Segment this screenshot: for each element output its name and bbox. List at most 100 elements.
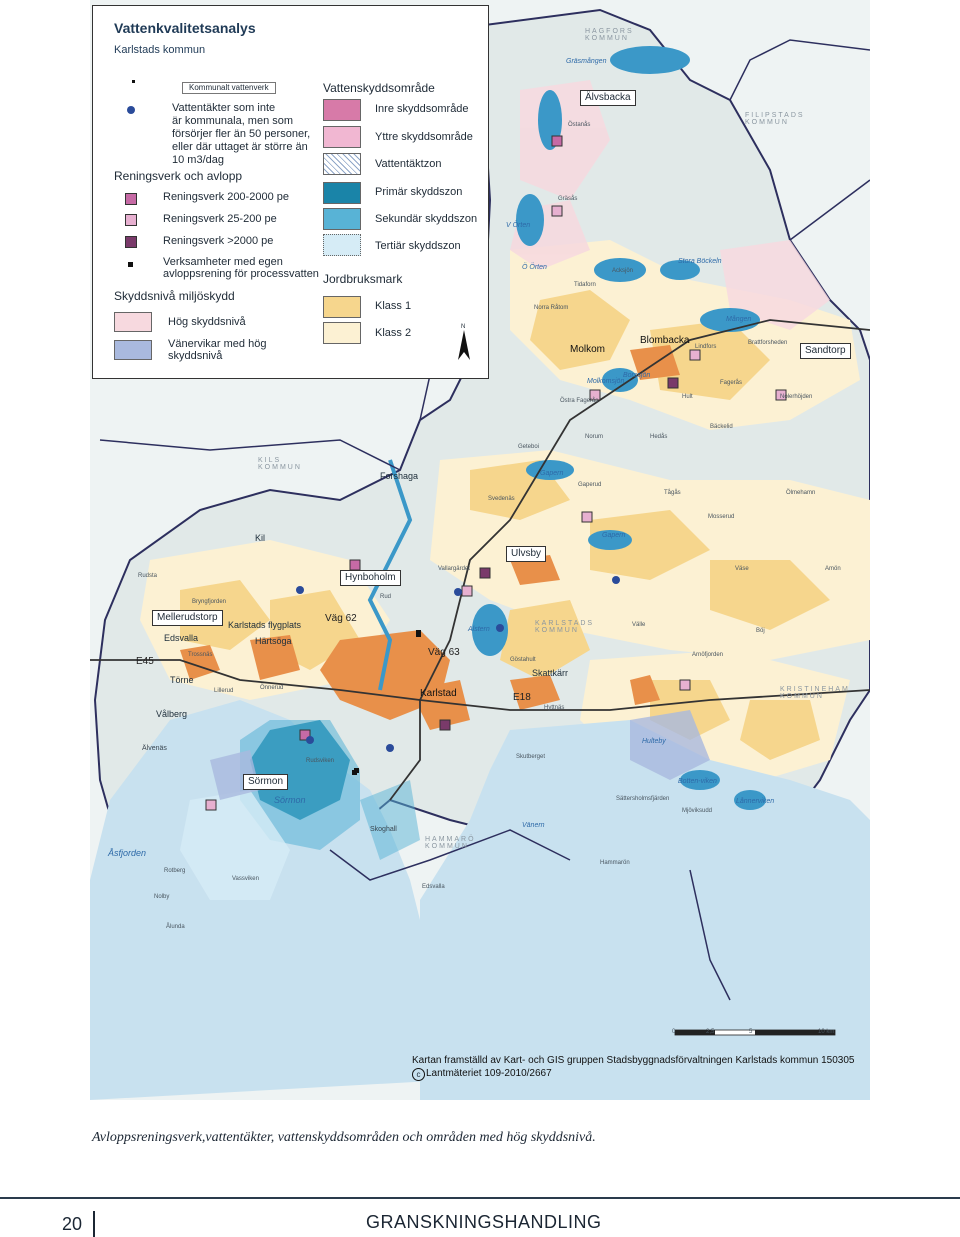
sewage-200-icon xyxy=(125,193,137,205)
sewage-25-icon xyxy=(125,214,137,226)
vanern-lake-east xyxy=(420,720,870,1100)
scale-tick-25: 2,5 xyxy=(706,1029,715,1035)
private-intake-icon xyxy=(127,106,135,114)
page-number: 20 xyxy=(62,1214,83,1234)
legend-inner-zone: Inre skyddsområde xyxy=(375,103,469,115)
place-lindfors: Lindfors xyxy=(695,344,717,350)
place-skoghall: Skoghall xyxy=(370,826,397,833)
place-grasmangen: Gräsmången xyxy=(566,58,607,65)
place-grasas: Gräsås xyxy=(558,196,578,202)
north-label: N xyxy=(461,324,466,330)
place-mosserud: Mosserud xyxy=(708,514,735,520)
secondary-zone-2 xyxy=(360,780,420,860)
place-hartsoga: Härtsöga xyxy=(255,636,292,646)
place-lillerud: Lillerud xyxy=(214,688,234,694)
figure-caption: Avloppsreningsverk,vattentäkter, vattens… xyxy=(92,1130,596,1145)
place-hynboholm[interactable]: Hynboholm xyxy=(340,570,401,586)
muni-hammaro: HAMMARÖ KOMMUN xyxy=(425,836,476,850)
water-lannerviken: Lånnerviken xyxy=(736,798,775,805)
legend-industry: Verksamheter med egen avloppsrening för … xyxy=(163,256,319,280)
legend-zone-header: Vattenskyddsområde xyxy=(323,81,435,95)
place-lovhojden: Väse xyxy=(735,566,749,572)
place-hulteby: Amön xyxy=(825,566,841,572)
legend-water-supply: Kommunalt vattenverk xyxy=(182,82,276,94)
place-gaperud: Gaperud xyxy=(578,482,602,488)
map-copyright: Lantmäteriet 109-2010/2667 xyxy=(426,1068,552,1079)
place-rudsviken: Vassviken xyxy=(232,876,259,882)
water-gapern-2: Gapern xyxy=(602,532,626,539)
road-e45: E45 xyxy=(136,656,154,667)
map-credit: Kartan framställd av Kart- och GIS grupp… xyxy=(412,1055,855,1066)
place-tagas: Tågås xyxy=(664,490,681,496)
scale-tick-0: 0 xyxy=(672,1029,676,1035)
muni-filipstad: FILIPSTADS KOMMUN xyxy=(745,112,805,126)
water-vanern: Sörmon xyxy=(274,795,306,805)
footer-divider xyxy=(0,1197,960,1199)
place-acksjon: Acksjön xyxy=(612,268,634,274)
legend-sewage-200: Reningsverk 200-2000 pe xyxy=(163,191,289,203)
water-v-orten: V Örten xyxy=(506,222,531,229)
high-protection-swatch xyxy=(114,312,152,332)
water-gapern: Gapern xyxy=(540,470,564,477)
place-vallargardet: Vallargärdet xyxy=(438,566,470,572)
scale-tick-10: 10 km xyxy=(818,1029,835,1035)
road-vag63: Väg 63 xyxy=(428,647,460,658)
legend-outer-zone: Yttre skyddsområde xyxy=(375,131,473,143)
sewage-2000-icon xyxy=(125,236,137,248)
water-intake-markers xyxy=(296,576,620,752)
tertiary-zone xyxy=(180,790,290,900)
water-sattersholmsfjarden: Vänern xyxy=(522,822,545,829)
vanern-bay-ekudden xyxy=(630,710,710,780)
place-ulvsby[interactable]: Ulvsby xyxy=(506,546,547,562)
place-valberg: Vålberg xyxy=(156,709,188,719)
legend-intake-zone: Vattentäktzon xyxy=(375,158,442,170)
legend-sewage-25: Reningsverk 25-200 pe xyxy=(163,213,277,225)
place-fageras: Fagerås xyxy=(720,380,743,386)
secondary-zone xyxy=(240,720,360,850)
legend-private-intake: Vattentäkter som inte är kommunala, men … xyxy=(172,102,311,166)
place-norum: Norum xyxy=(585,434,604,440)
primary-zone-swatch xyxy=(323,182,361,204)
muni-kristinehamn: KRISTINEHAM KOMMUN xyxy=(780,686,850,700)
water-molkomsjon: Molkomsjön xyxy=(587,378,625,385)
place-mjoviksudd: Sättersholmsfjärden xyxy=(616,796,670,802)
page-number-bar xyxy=(93,1211,95,1237)
place-svedenas: Svedenäs xyxy=(488,496,515,502)
secondary-zone-swatch xyxy=(323,208,361,230)
place-nolerhojden: Nolerhöjden xyxy=(780,394,813,400)
legend-class1: Klass 1 xyxy=(375,300,412,312)
place-bryngfjorden: Bryngfjorden xyxy=(192,599,227,605)
water-mangen: Mången xyxy=(726,316,752,323)
place-jarveon: Skutberget xyxy=(516,754,546,760)
place-mellerudstorp[interactable]: Mellerudstorp xyxy=(152,610,223,626)
water-stora-bockeln: Stora Böckeln xyxy=(678,258,722,265)
legend-tertiary-zone: Tertiär skyddszon xyxy=(375,240,461,252)
place-hemron: Hyttnäs xyxy=(544,705,565,711)
outer-zone-swatch xyxy=(323,126,361,148)
place-trossnas: Trossnäs xyxy=(188,652,213,658)
legend-sewage-2000: Reningsverk >2000 pe xyxy=(163,235,274,247)
road-vag62: Väg 62 xyxy=(325,613,357,624)
place-karlstad[interactable]: Karlstad xyxy=(420,688,457,699)
place-onnerud: Önnerud xyxy=(260,685,284,691)
place-alvsbacka[interactable]: Älvsbacka xyxy=(580,90,636,106)
water-o-orten: Ö Örten xyxy=(522,264,547,271)
document-status: GRANSKNINGSHANDLING xyxy=(366,1212,602,1232)
inland-lakes xyxy=(472,46,766,810)
place-hammaron: Edsvalla xyxy=(422,884,445,890)
place-gostahult: Göstahult xyxy=(510,657,536,663)
legend-high-protection: Hög skyddsnivå xyxy=(168,316,246,328)
place-geteboi: Geteboi xyxy=(518,444,540,450)
water-asfjorden: Åsfjorden xyxy=(108,848,147,858)
place-tidaforn: Tidaforn xyxy=(574,282,596,288)
muni-karlstad: KARLSTADS KOMMUN xyxy=(535,620,595,634)
place-hedenfjarden: Böj xyxy=(756,628,765,634)
legend-class2: Klass 2 xyxy=(375,327,412,339)
scale-bar xyxy=(674,1029,836,1036)
place-sormon[interactable]: Sörmon xyxy=(243,774,289,790)
place-flygplats: Karlstads flygplats xyxy=(228,620,302,630)
place-sandnas: Mjöviksudd xyxy=(682,808,713,814)
place-skutberget: Rudsviken xyxy=(306,758,335,764)
place-sandtorp[interactable]: Sandtorp xyxy=(800,343,851,359)
place-ostra-fageras: Östra Fagerås xyxy=(560,398,599,404)
